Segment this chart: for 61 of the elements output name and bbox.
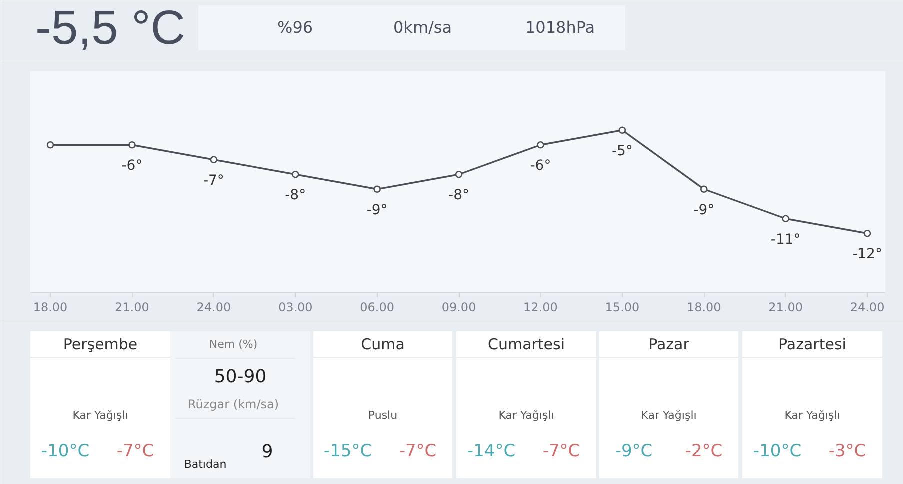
text: Cuma (361, 336, 405, 354)
text: -2°C (685, 442, 723, 462)
x-tick-label: 18.00 (33, 300, 68, 314)
x-tick-label: 03.00 (278, 300, 313, 314)
point (210, 156, 218, 164)
point (618, 126, 626, 134)
text: -7°C (116, 442, 154, 462)
text: -9°C (615, 442, 653, 462)
text: -7°C (542, 442, 580, 462)
text: Pazar (648, 336, 690, 354)
text: -10°C (753, 442, 802, 462)
text: Kar Yağışlı (72, 409, 128, 422)
point (537, 141, 544, 149)
data-label: -6° (530, 158, 552, 174)
text: Puslu (368, 409, 398, 422)
text: Rüzgar (km/sa) (188, 398, 280, 412)
x-tick-label: 21.00 (115, 300, 150, 314)
text: Kar Yağışlı (784, 409, 840, 422)
x-tick-label: 24.00 (196, 300, 232, 314)
text: Kar Yağışlı (641, 409, 697, 422)
text: -14°C (467, 442, 516, 462)
data-label: -12° (852, 246, 882, 263)
point (374, 186, 381, 194)
point (292, 170, 300, 178)
data-label: -6° (122, 158, 143, 174)
x-tick-label: 18.00 (686, 300, 722, 314)
point (455, 170, 463, 178)
point (700, 186, 708, 194)
text: -7°C (399, 442, 437, 462)
text: -15°C (324, 442, 372, 462)
x-tick-label: 15.00 (605, 300, 640, 314)
point (864, 230, 872, 238)
text: Nem (%) (209, 338, 258, 351)
data-label: -5° (612, 143, 633, 160)
x-tick-label: 21.00 (768, 300, 804, 314)
point (782, 215, 790, 223)
data-label: -9° (694, 202, 715, 218)
text: 1018hPa (526, 18, 596, 37)
text: 9 (262, 442, 274, 462)
data-label: -8° (448, 188, 470, 204)
text: Pazartesi (778, 336, 846, 354)
point (128, 141, 136, 149)
text: -5,5 °C (36, 2, 186, 55)
text: 0km/sa (394, 18, 452, 37)
x-tick-label: 06.00 (360, 300, 395, 314)
data-label: -9° (366, 202, 388, 218)
x-tick-label: 09.00 (442, 300, 476, 314)
text: Kar Yağışlı (498, 409, 554, 422)
point (46, 141, 54, 149)
text: %96 (278, 18, 314, 37)
data-label: -11° (770, 232, 801, 248)
data-label: -8° (285, 188, 306, 204)
x-tick-label: 24.00 (850, 300, 885, 314)
text: -10°C (41, 442, 90, 462)
text: Cumartesi (488, 336, 566, 354)
data-label: -7° (203, 172, 224, 189)
text: Perşembe (63, 336, 138, 354)
x-tick-label: 12.00 (524, 300, 558, 314)
text: Batıdan (184, 458, 227, 471)
text: -3°C (828, 442, 866, 462)
text: 50-90 (214, 366, 267, 388)
